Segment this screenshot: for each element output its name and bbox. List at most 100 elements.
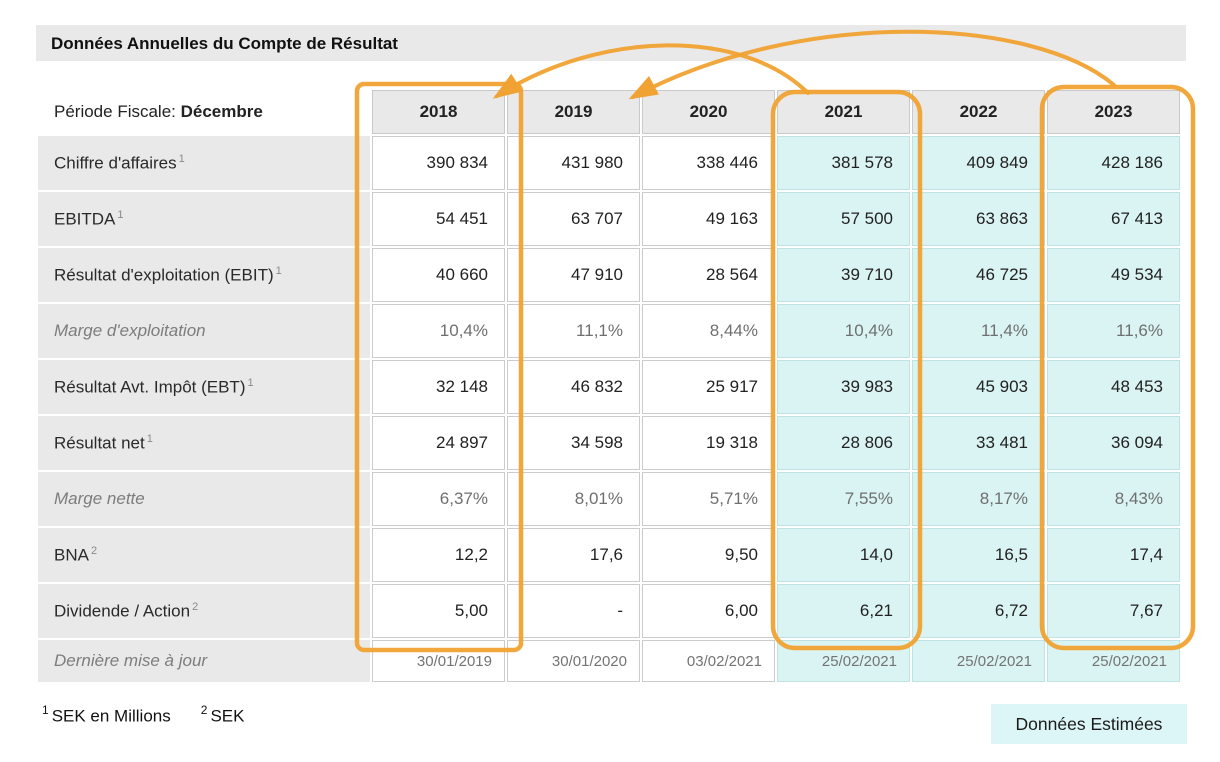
value-cell-estimated: 49 534 <box>1047 248 1180 302</box>
value-cell: 6,37% <box>372 472 505 526</box>
fiscal-period-label: Période Fiscale: <box>54 102 181 121</box>
value-cell: 32 148 <box>372 360 505 414</box>
value-cell: 5,00 <box>372 584 505 638</box>
footnote-1-text: SEK en Millions <box>51 706 171 726</box>
value-cell: 40 660 <box>372 248 505 302</box>
row-label: BNA 2 <box>38 528 370 582</box>
value-cell: 8,44% <box>642 304 775 358</box>
table-row-net-margin: Marge nette 6,37% 8,01% 5,71% 7,55% 8,17… <box>38 472 1180 526</box>
fiscal-period-cell: Période Fiscale: Décembre <box>38 90 370 134</box>
value-cell: 19 318 <box>642 416 775 470</box>
row-label: Résultat net 1 <box>38 416 370 470</box>
footnote-1-marker: 1 <box>42 703 49 717</box>
table-header-row: Période Fiscale: Décembre 2018 2019 2020… <box>38 90 1180 134</box>
value-cell: 338 446 <box>642 136 775 190</box>
table-row-ebt: Résultat Avt. Impôt (EBT) 1 32 148 46 832… <box>38 360 1180 414</box>
value-cell-estimated: 28 806 <box>777 416 910 470</box>
value-cell: 25 917 <box>642 360 775 414</box>
row-label: Chiffre d'affaires 1 <box>38 136 370 190</box>
value-cell-estimated: 8,43% <box>1047 472 1180 526</box>
value-cell: 12,2 <box>372 528 505 582</box>
value-cell: 28 564 <box>642 248 775 302</box>
value-cell: 11,1% <box>507 304 640 358</box>
date-cell-estimated: 25/02/2021 <box>1047 640 1180 682</box>
footnote-2-marker: 2 <box>200 703 208 717</box>
value-cell: 47 910 <box>507 248 640 302</box>
estimated-data-badge: Données Estimées <box>991 704 1187 744</box>
row-label: Résultat d'exploitation (EBIT) 1 <box>38 248 370 302</box>
value-cell: 49 163 <box>642 192 775 246</box>
value-cell-estimated: 45 903 <box>912 360 1045 414</box>
value-cell-estimated: 67 413 <box>1047 192 1180 246</box>
value-cell-estimated: 39 710 <box>777 248 910 302</box>
table-row-operating-margin: Marge d'exploitation 10,4% 11,1% 8,44% 1… <box>38 304 1180 358</box>
value-cell-estimated: 11,6% <box>1047 304 1180 358</box>
row-label: Marge nette <box>38 472 370 526</box>
value-cell: - <box>507 584 640 638</box>
value-cell-estimated: 7,55% <box>777 472 910 526</box>
value-cell: 46 832 <box>507 360 640 414</box>
value-cell: 6,00 <box>642 584 775 638</box>
value-cell: 390 834 <box>372 136 505 190</box>
value-cell: 8,01% <box>507 472 640 526</box>
value-cell-estimated: 36 094 <box>1047 416 1180 470</box>
value-cell: 5,71% <box>642 472 775 526</box>
value-cell-estimated: 381 578 <box>777 136 910 190</box>
year-header-2021: 2021 <box>777 90 910 134</box>
value-cell: 9,50 <box>642 528 775 582</box>
value-cell-estimated: 8,17% <box>912 472 1045 526</box>
value-cell-estimated: 48 453 <box>1047 360 1180 414</box>
value-cell: 34 598 <box>507 416 640 470</box>
year-header-2019: 2019 <box>507 90 640 134</box>
value-cell-estimated: 6,72 <box>912 584 1045 638</box>
value-cell: 10,4% <box>372 304 505 358</box>
date-cell: 30/01/2020 <box>507 640 640 682</box>
row-label: Résultat Avt. Impôt (EBT) 1 <box>38 360 370 414</box>
row-label: EBITDA 1 <box>38 192 370 246</box>
page-title-bar: Données Annuelles du Compte de Résultat <box>36 25 1186 61</box>
date-cell-estimated: 25/02/2021 <box>777 640 910 682</box>
footnote-2-text: SEK <box>210 706 245 726</box>
table-row-ebit: Résultat d'exploitation (EBIT) 1 40 660 4… <box>38 248 1180 302</box>
table-row-revenue: Chiffre d'affaires 1 390 834 431 980 338 … <box>38 136 1180 190</box>
year-header-2018: 2018 <box>372 90 505 134</box>
value-cell: 63 707 <box>507 192 640 246</box>
value-cell-estimated: 11,4% <box>912 304 1045 358</box>
value-cell: 24 897 <box>372 416 505 470</box>
value-cell-estimated: 46 725 <box>912 248 1045 302</box>
value-cell-estimated: 16,5 <box>912 528 1045 582</box>
table-row-last-update: Dernière mise à jour 30/01/2019 30/01/20… <box>38 640 1180 682</box>
table-row-eps: BNA 2 12,2 17,6 9,50 14,0 16,5 17,4 <box>38 528 1180 582</box>
date-cell: 30/01/2019 <box>372 640 505 682</box>
table-row-dividend: Dividende / Action 2 5,00 - 6,00 6,21 6,7… <box>38 584 1180 638</box>
value-cell-estimated: 428 186 <box>1047 136 1180 190</box>
table-footnotes: 1 SEK en Millions 2 SEK <box>42 703 245 727</box>
table-row-net-income: Résultat net 1 24 897 34 598 19 318 28 80… <box>38 416 1180 470</box>
page-title: Données Annuelles du Compte de Résultat <box>51 34 398 53</box>
value-cell: 54 451 <box>372 192 505 246</box>
value-cell-estimated: 7,67 <box>1047 584 1180 638</box>
date-cell: 03/02/2021 <box>642 640 775 682</box>
row-label: Dernière mise à jour <box>38 640 370 682</box>
year-header-2020: 2020 <box>642 90 775 134</box>
table-row-ebitda: EBITDA 1 54 451 63 707 49 163 57 500 63 8… <box>38 192 1180 246</box>
fiscal-period-value: Décembre <box>180 102 263 121</box>
value-cell-estimated: 39 983 <box>777 360 910 414</box>
row-label: Marge d'exploitation <box>38 304 370 358</box>
year-header-2023: 2023 <box>1047 90 1180 134</box>
value-cell: 431 980 <box>507 136 640 190</box>
value-cell-estimated: 63 863 <box>912 192 1045 246</box>
value-cell-estimated: 17,4 <box>1047 528 1180 582</box>
annual-income-statement-table: Période Fiscale: Décembre 2018 2019 2020… <box>36 88 1182 684</box>
date-cell-estimated: 25/02/2021 <box>912 640 1045 682</box>
value-cell-estimated: 57 500 <box>777 192 910 246</box>
row-label: Dividende / Action 2 <box>38 584 370 638</box>
value-cell-estimated: 6,21 <box>777 584 910 638</box>
year-header-2022: 2022 <box>912 90 1045 134</box>
value-cell-estimated: 33 481 <box>912 416 1045 470</box>
value-cell: 17,6 <box>507 528 640 582</box>
value-cell-estimated: 14,0 <box>777 528 910 582</box>
value-cell-estimated: 10,4% <box>777 304 910 358</box>
value-cell-estimated: 409 849 <box>912 136 1045 190</box>
